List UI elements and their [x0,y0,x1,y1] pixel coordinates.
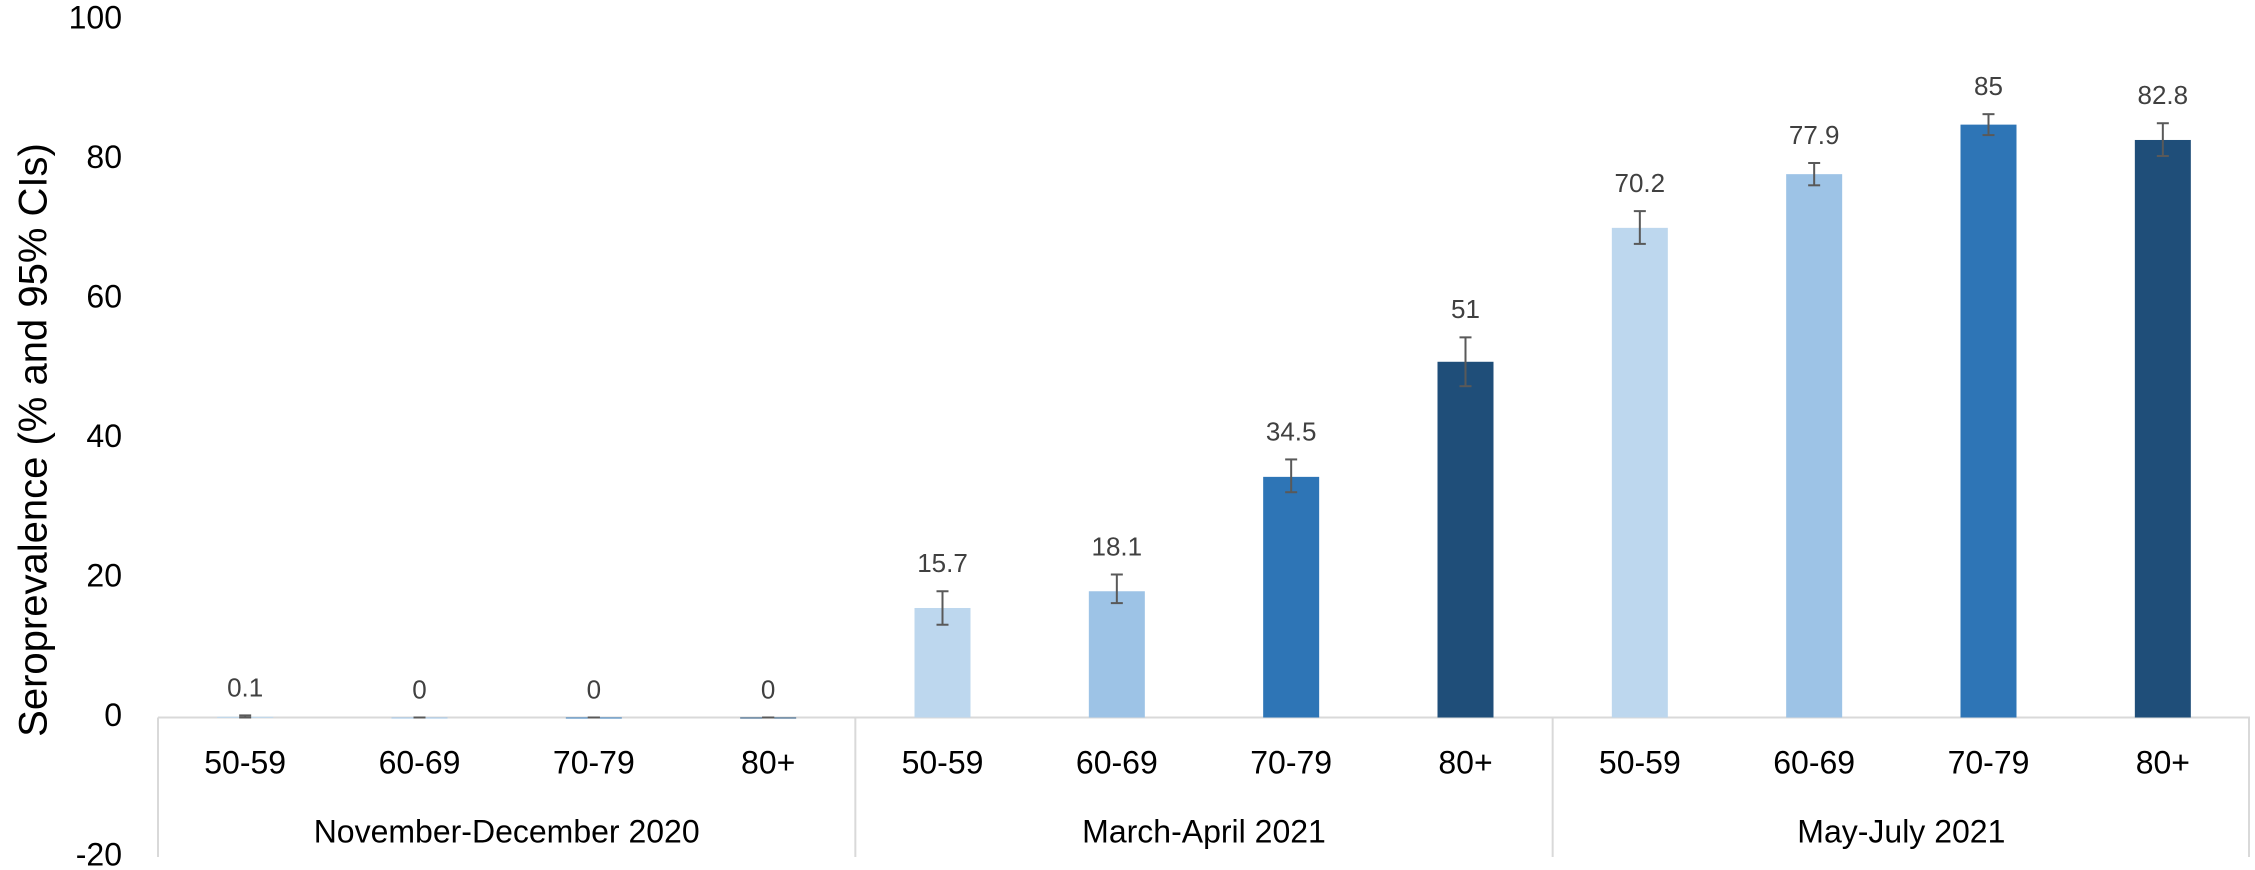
value-label: 77.9 [1789,120,1840,150]
value-label: 15.7 [917,548,968,578]
group-label: March-April 2021 [1082,813,1326,849]
value-label: 70.2 [1615,168,1666,198]
x-tick-label: 80+ [2136,744,2190,780]
group-label: November-December 2020 [314,813,700,849]
y-tick-label: 40 [86,418,122,454]
bar [1263,476,1320,718]
value-label: 0.1 [227,672,263,702]
y-tick-label: 100 [69,0,122,35]
bar [1786,174,1843,718]
bar [1611,227,1668,718]
value-label: 82.8 [2138,80,2189,110]
bar [1088,591,1145,718]
value-label: 18.1 [1092,531,1143,561]
value-label: 85 [1974,71,2003,101]
x-tick-label: 70-79 [553,744,635,780]
y-tick-label: 20 [86,557,122,593]
x-tick-label: 80+ [1438,744,1492,780]
x-tick-label: 50-59 [204,744,286,780]
y-tick-label: 60 [86,278,122,314]
x-tick-label: 80+ [741,744,795,780]
group-label: May-July 2021 [1797,813,2005,849]
y-tick-label: -20 [76,836,122,870]
bar [1960,124,2017,718]
x-tick-label: 60-69 [1076,744,1158,780]
value-label: 51 [1451,294,1480,324]
x-tick-label: 70-79 [1250,744,1332,780]
value-label: 0 [761,674,775,704]
value-label: 34.5 [1266,416,1317,446]
y-axis-label: Seroprevalence (% and 95% CIs) [12,143,56,737]
value-label: 0 [587,674,601,704]
x-tick-label: 70-79 [1948,744,2030,780]
bar [2134,139,2191,718]
x-tick-label: 60-69 [379,744,461,780]
value-label: 0 [412,674,426,704]
y-tick-label: 80 [86,139,122,175]
y-tick-label: 0 [104,697,122,733]
x-tick-label: 50-59 [902,744,984,780]
x-tick-label: 60-69 [1773,744,1855,780]
bar [914,607,971,718]
x-tick-label: 50-59 [1599,744,1681,780]
bar [1437,361,1494,718]
